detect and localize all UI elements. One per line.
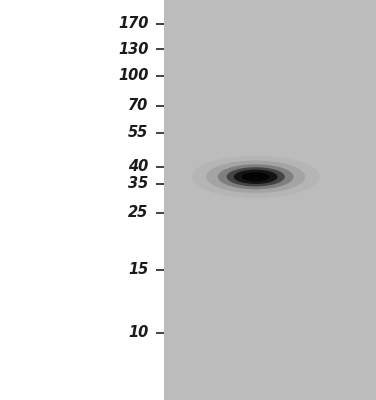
Text: 170: 170 [118,16,149,32]
Ellipse shape [242,172,270,182]
Ellipse shape [191,156,320,198]
Ellipse shape [218,164,294,189]
Text: 55: 55 [128,125,149,140]
Ellipse shape [206,160,305,193]
Text: 100: 100 [118,68,149,84]
Text: 15: 15 [128,262,149,278]
Ellipse shape [226,167,285,186]
Text: 40: 40 [128,159,149,174]
Text: 35: 35 [128,176,149,192]
Text: 25: 25 [128,205,149,220]
Ellipse shape [234,170,277,184]
Text: 130: 130 [118,42,149,57]
Text: 70: 70 [128,98,149,114]
Text: 10: 10 [128,325,149,340]
Bar [164,0,376,400]
